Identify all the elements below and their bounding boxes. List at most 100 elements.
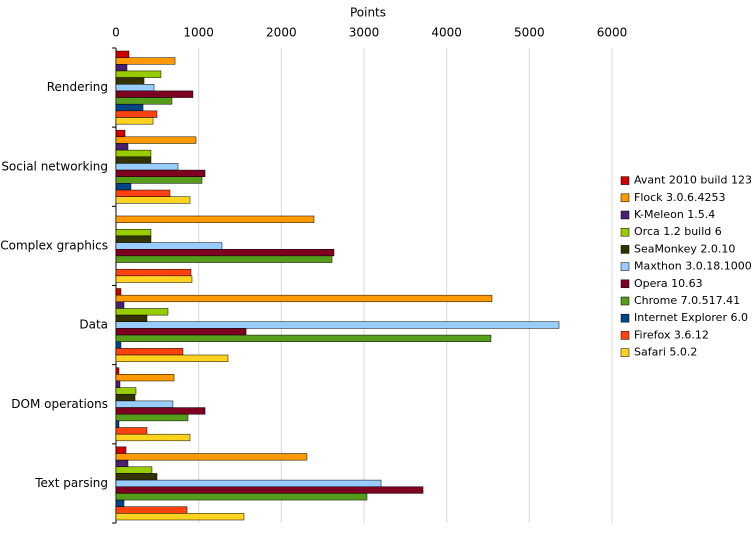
bar <box>115 229 152 237</box>
bar <box>115 387 137 395</box>
bar <box>115 110 158 118</box>
legend-box <box>617 170 748 364</box>
legend-swatch <box>620 262 630 271</box>
bar <box>115 189 171 197</box>
bar <box>115 242 223 250</box>
bar <box>115 499 125 507</box>
bar <box>115 77 145 85</box>
x-tick-label: 6000 <box>597 26 628 40</box>
bar <box>115 493 368 501</box>
bar <box>115 235 152 243</box>
bar <box>115 308 169 316</box>
bar <box>115 169 206 177</box>
legend-swatch <box>620 210 630 220</box>
bar <box>115 117 154 125</box>
bar <box>115 163 179 171</box>
y-tick-label: Social networking <box>1 159 108 173</box>
legend-label: SeaMonkey 2.0.10 <box>634 242 735 255</box>
bar <box>115 466 153 474</box>
legend-label: K-Meleon 1.5.4 <box>634 208 715 221</box>
bar <box>115 143 129 151</box>
legend-label: Opera 10.63 <box>634 277 703 290</box>
bar <box>115 90 194 98</box>
bar <box>115 341 122 349</box>
bar <box>115 334 492 342</box>
bar <box>115 149 152 158</box>
bar <box>115 407 206 415</box>
bar <box>115 57 176 65</box>
bar <box>115 380 121 388</box>
bar <box>115 255 333 263</box>
bar <box>115 328 247 336</box>
bar <box>115 486 424 494</box>
legend-label: Firefox 3.6.12 <box>634 328 709 341</box>
bar <box>115 156 152 164</box>
legend-label: Chrome 7.0.517.41 <box>634 294 740 307</box>
bar <box>115 453 308 461</box>
bar <box>115 420 120 428</box>
bar <box>115 176 203 184</box>
bar <box>115 294 493 303</box>
bar <box>115 301 125 309</box>
x-tick-label: 5000 <box>514 26 545 40</box>
bar <box>115 97 173 105</box>
bar <box>115 506 188 514</box>
x-axis-title: Points <box>350 6 386 20</box>
legend-swatch <box>620 193 630 203</box>
legend-swatch <box>620 296 630 306</box>
bar <box>115 513 245 521</box>
legend-label: Orca 1.2 build 6 <box>634 225 722 238</box>
bar <box>115 400 174 408</box>
bar <box>115 354 229 362</box>
legend-swatch <box>620 227 630 237</box>
x-tick-label: 1000 <box>183 26 214 40</box>
legend-swatch <box>620 279 630 289</box>
bar <box>115 268 192 277</box>
bar <box>115 459 129 468</box>
legend-label: Safari 5.0.2 <box>634 346 697 359</box>
bar <box>115 413 189 422</box>
bar <box>115 248 335 257</box>
x-tick-label: 2000 <box>266 26 297 40</box>
legend-swatch <box>620 348 630 357</box>
legend-swatch <box>620 331 630 340</box>
legend-label: Maxthon 3.0.18.1000 <box>634 260 752 273</box>
x-tick-label: 0 <box>112 26 120 40</box>
bar <box>115 70 162 78</box>
legend-swatch <box>620 245 630 254</box>
bar <box>115 473 158 481</box>
legend-swatch <box>620 313 630 323</box>
y-tick-label: Complex graphics <box>0 238 108 252</box>
bar <box>115 275 193 283</box>
bar <box>115 129 126 138</box>
bar <box>115 348 184 356</box>
x-tick-label: 4000 <box>431 26 462 40</box>
bar <box>115 367 120 375</box>
legend-label: Flock 3.0.6.4253 <box>634 191 726 204</box>
y-tick-label: DOM operations <box>11 397 108 411</box>
bar <box>115 64 128 72</box>
bar <box>115 446 127 454</box>
legend-label: Internet Explorer 6.0 <box>634 311 748 324</box>
y-tick-label: Text parsing <box>34 476 108 490</box>
bar <box>115 479 382 487</box>
x-tick-label: 3000 <box>349 26 380 40</box>
bar <box>115 136 197 144</box>
bar <box>115 427 148 435</box>
bar <box>115 374 175 382</box>
y-tick-label: Rendering <box>47 80 108 94</box>
y-tick-label: Data <box>79 318 108 332</box>
bar <box>115 288 122 296</box>
bar <box>115 314 148 323</box>
bar <box>115 394 136 402</box>
bar <box>115 183 132 191</box>
bar <box>115 321 560 329</box>
bar <box>115 215 315 223</box>
legend-swatch <box>620 176 630 185</box>
bar <box>115 433 191 442</box>
bar <box>115 103 144 112</box>
bar <box>115 196 191 204</box>
bar <box>115 84 155 92</box>
bar <box>115 50 130 58</box>
